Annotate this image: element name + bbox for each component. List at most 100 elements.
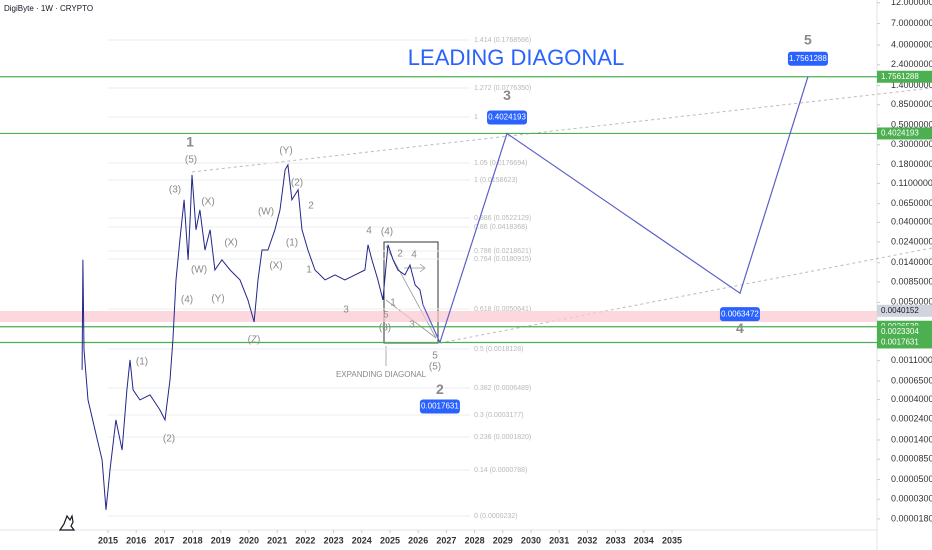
fib-label: 0.618 (0.0050641) <box>474 306 531 313</box>
y-tick-label: 7.0000000 <box>891 18 932 28</box>
wave-label: (5) <box>429 362 441 373</box>
price-label: 1.7561288 <box>881 72 919 81</box>
wave-label: 2 <box>308 201 314 212</box>
x-tick-label: 2021 <box>267 535 287 545</box>
wave-target: 5 <box>804 31 812 47</box>
y-tick-label: 0.0011000 <box>891 355 932 365</box>
wave-label: (1) <box>136 357 148 368</box>
y-tick-label: 0.0050000 <box>891 297 932 307</box>
fib-label: 1 (0.0158623) <box>474 177 518 184</box>
value-box <box>487 110 528 125</box>
y-tick-label: 12.0000000 <box>891 0 932 7</box>
wave-label: 1 <box>186 134 194 150</box>
projection-line <box>439 76 809 343</box>
wave-label: 3 <box>409 320 415 331</box>
y-tick-label: 0.0004000 <box>891 394 932 404</box>
x-tick-label: 2024 <box>352 535 372 545</box>
trend-line <box>191 87 932 173</box>
fib-label: 0.382 (0.0006489) <box>474 385 531 392</box>
price-line <box>81 163 424 510</box>
y-tick-label: 0.1100000 <box>891 178 932 188</box>
price-label-box <box>877 336 932 349</box>
x-tick-label: 2028 <box>465 535 485 545</box>
x-tick-label: 2032 <box>577 535 597 545</box>
wave-label: 4 <box>366 226 372 237</box>
y-tick-label: 0.0650000 <box>891 198 932 208</box>
price-label: 0.0017631 <box>881 338 919 347</box>
projection-connector <box>422 304 441 343</box>
y-tick-label: 2.4000000 <box>891 59 932 69</box>
wave-label: (X) <box>224 238 237 249</box>
x-tick-label: 2033 <box>606 535 626 545</box>
fib-label: 1.05 (0.0176694) <box>474 160 527 167</box>
zone <box>0 310 877 323</box>
y-tick-label: 0.0400000 <box>891 217 932 227</box>
fib-label: 0.5 (0.0018128) <box>474 346 523 353</box>
price-label: 0.0023304 <box>881 327 919 336</box>
fib-label: 0 (0.0000232) <box>474 513 518 520</box>
x-tick-label: 2016 <box>126 535 146 545</box>
wave-label: (4) <box>381 227 393 238</box>
x-tick-label: 2029 <box>493 535 513 545</box>
wave-label: (2) <box>291 178 303 189</box>
price-label-box <box>877 127 932 140</box>
wave-label: (5) <box>185 155 197 166</box>
wave-label: (W) <box>191 265 207 276</box>
wave-label: 1 <box>306 265 312 276</box>
symbol-title: DigiByte · 1W · CRYPTO <box>4 4 93 13</box>
value-box <box>719 307 760 322</box>
x-tick-label: 2031 <box>549 535 569 545</box>
y-tick-label: 0.0000500 <box>891 474 932 484</box>
wave-label: (2) <box>163 434 175 445</box>
x-tick-label: 2035 <box>662 535 682 545</box>
wave-label: (X) <box>201 197 214 208</box>
wave-label: (Y) <box>279 146 292 157</box>
y-tick-label: 0.0000300 <box>891 494 932 504</box>
value-label: 1.7561288 <box>789 54 827 63</box>
fib-label: 1 <box>474 114 478 121</box>
value-label: 0.4024193 <box>488 113 526 122</box>
price-label: 0.0040152 <box>881 306 919 315</box>
wave-target: 4 <box>736 320 744 336</box>
wave-label: 1 <box>390 298 396 309</box>
wave-label: 5 <box>383 309 388 319</box>
wave-label: 5 <box>432 351 438 362</box>
x-tick-label: 2030 <box>521 535 541 545</box>
y-tick-label: 0.0000850 <box>891 454 932 464</box>
y-tick-label: 0.0240000 <box>891 236 932 246</box>
x-tick-label: 2027 <box>436 535 456 545</box>
wave-label: (Z) <box>248 335 261 346</box>
wave-label: (3) <box>379 323 391 334</box>
value-box <box>787 51 828 66</box>
fib-label: 0.86 (0.0418368) <box>474 224 527 231</box>
wave-label: (W) <box>258 207 274 218</box>
logo <box>58 514 76 531</box>
value-box <box>419 399 460 414</box>
arrow-head <box>419 263 426 273</box>
price-label-box <box>877 304 932 317</box>
wave-label: (1) <box>286 238 298 249</box>
fib-label: 0.786 (0.0218621) <box>474 248 531 255</box>
price-label: 0.4024193 <box>881 129 919 138</box>
y-tick-label: 0.1800000 <box>891 159 932 169</box>
y-tick-label: 0.0000180 <box>891 513 932 523</box>
x-tick-label: 2019 <box>211 535 231 545</box>
x-tick-label: 2020 <box>239 535 259 545</box>
price-label-box <box>877 325 932 338</box>
x-tick-label: 2015 <box>98 535 118 545</box>
x-tick-label: 2034 <box>634 535 654 545</box>
fib-label: 1.272 (0.0776350) <box>474 85 531 92</box>
x-tick-label: 2025 <box>380 535 400 545</box>
wave-label: 3 <box>343 305 349 316</box>
annotation: EXPANDING DIAGONAL <box>336 370 427 379</box>
wave-label: (Y) <box>211 294 224 305</box>
fib-label: 1.414 (0.1768566) <box>474 37 531 44</box>
value-label: 0.0063472 <box>721 309 759 318</box>
y-tick-label: 4.0000000 <box>891 39 932 49</box>
y-tick-label: 0.5000000 <box>891 119 932 129</box>
wave-label: 4 <box>411 250 417 261</box>
wave-label: (4) <box>181 295 193 306</box>
y-tick-label: 0.0140000 <box>891 257 932 267</box>
